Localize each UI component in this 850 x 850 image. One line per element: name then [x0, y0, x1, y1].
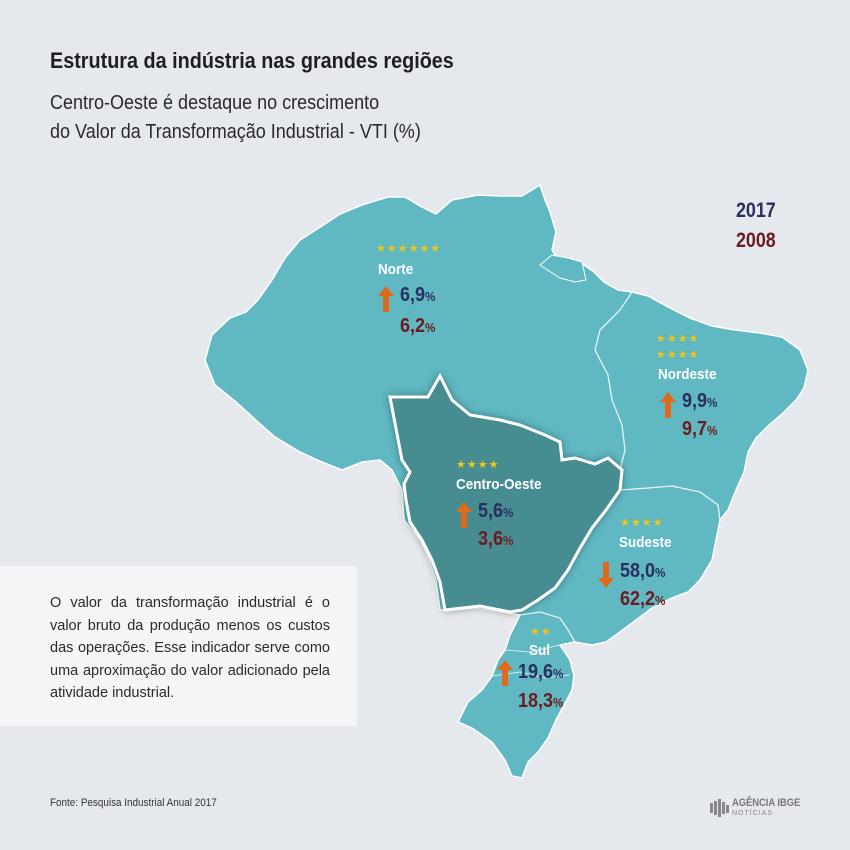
norte-value-2008: 6,2%: [400, 315, 436, 337]
nordeste-label: Nordeste: [658, 366, 717, 383]
nordeste-stars-1: ★★★★: [656, 333, 700, 345]
sul-value-2017: 19,6%: [518, 661, 564, 683]
border-nordeste-sudeste: [619, 485, 721, 521]
centro-oeste-value-2008: 3,6%: [478, 528, 514, 550]
nordeste-value-2017: 9,9%: [682, 390, 718, 412]
nordeste-up-arrow-icon: [660, 392, 676, 418]
legend-2008: 2008: [736, 229, 776, 252]
year-legend: 2017 2008: [736, 196, 776, 256]
sudeste-value-2017: 58,0%: [620, 560, 666, 582]
sudeste-stars: ★★★★: [620, 517, 664, 529]
subtitle-line-1: Centro-Oeste é destaque no crescimento: [50, 92, 380, 114]
sudeste-label: Sudeste: [619, 534, 672, 551]
amapa-shape: [539, 254, 587, 283]
note-box: [0, 566, 357, 726]
ibge-logo-icon: [710, 799, 729, 817]
source-text: Fonte: Pesquisa Industrial Anual 2017: [50, 797, 217, 809]
subtitle-line-2: do Valor da Transformação Industrial - V…: [50, 121, 421, 143]
sul-value-2008: 18,3%: [518, 690, 564, 712]
sul-stars: ★★: [530, 626, 552, 638]
border-norte-nordeste: [594, 291, 633, 471]
note-text: O valor da transformação industrial é o …: [50, 595, 330, 701]
sul-up-arrow-icon: [497, 660, 513, 686]
sudeste-value-2008: 62,2%: [620, 588, 666, 610]
nordeste-value-2008: 9,7%: [682, 418, 718, 440]
sudeste-down-arrow-icon: [598, 562, 614, 588]
legend-2017: 2017: [736, 199, 776, 222]
sul-label: Sul: [529, 642, 551, 659]
border-sudeste-sul: [519, 611, 576, 643]
page-subtitle: Centro-Oeste é destaque no crescimento d…: [50, 89, 421, 147]
norte-label: Norte: [378, 261, 414, 278]
norte-stars: ★★★★★★: [376, 243, 442, 255]
centro-oeste-stars: ★★★★: [456, 459, 500, 471]
border-sul-interior: [504, 644, 561, 653]
norte-value-2017: 6,9%: [400, 284, 436, 306]
page-title: Estrutura da indústria nas grandes regiõ…: [50, 48, 454, 73]
nordeste-stars-2: ★★★★: [656, 349, 700, 361]
logo-sub: NOTÍCIAS: [732, 810, 774, 817]
norte-up-arrow-icon: [378, 286, 394, 312]
centro-oeste-up-arrow-icon: [456, 502, 472, 528]
centro-oeste-value-2017: 5,6%: [478, 500, 514, 522]
centro-oeste-region: [388, 372, 624, 614]
logo-name: AGÊNCIA IBGE: [732, 797, 801, 809]
centro-oeste-label: Centro-Oeste: [456, 476, 542, 493]
